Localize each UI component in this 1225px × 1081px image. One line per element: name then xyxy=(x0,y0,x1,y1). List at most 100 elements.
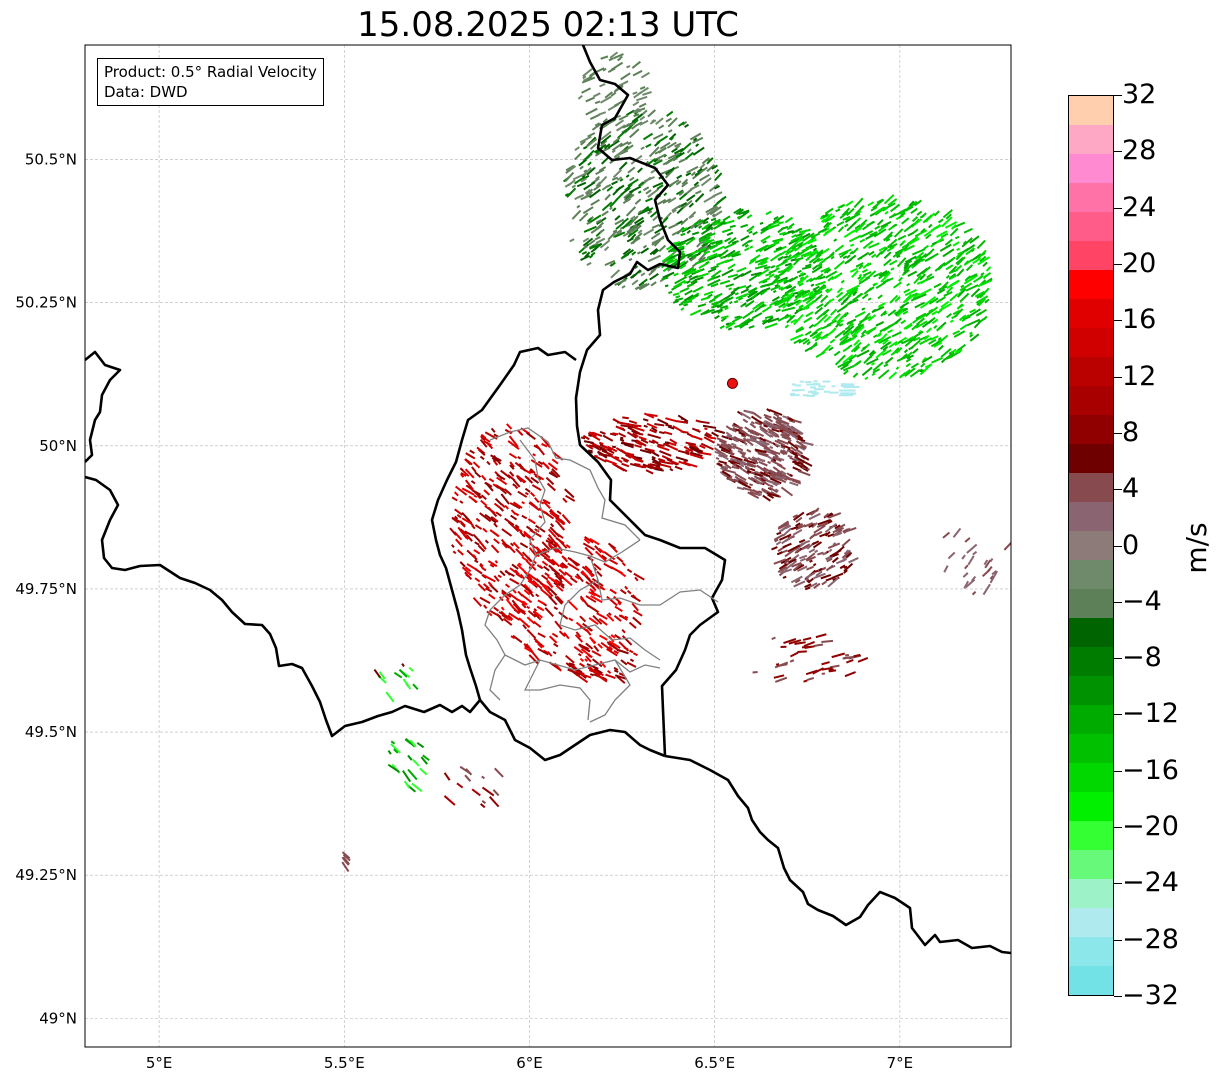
velocity-echo xyxy=(763,449,775,455)
velocity-echo xyxy=(675,180,682,186)
velocity-echo xyxy=(921,319,933,328)
velocity-echo xyxy=(701,226,714,235)
velocity-echo xyxy=(969,333,974,338)
velocity-echo xyxy=(502,617,513,626)
velocity-echo xyxy=(853,339,860,347)
velocity-echo xyxy=(798,337,808,344)
velocity-echo xyxy=(806,383,816,386)
velocity-echo xyxy=(773,533,784,541)
velocity-echo xyxy=(761,280,768,284)
velocity-echo xyxy=(558,611,569,620)
velocity-echo xyxy=(536,564,542,569)
velocity-echo xyxy=(799,460,805,464)
velocity-echo xyxy=(654,423,665,427)
velocity-echo xyxy=(952,330,961,335)
velocity-echo xyxy=(797,304,804,312)
velocity-echo xyxy=(606,448,615,455)
velocity-echo xyxy=(668,179,680,187)
colorbar-tick-label: −4 xyxy=(1122,585,1162,617)
velocity-echo xyxy=(599,453,606,458)
velocity-echo xyxy=(689,214,695,219)
velocity-echo xyxy=(484,513,497,524)
velocity-echo xyxy=(461,487,475,496)
velocity-echo xyxy=(530,476,540,484)
velocity-echo xyxy=(965,264,974,272)
colorbar-tick-label: 24 xyxy=(1122,191,1157,223)
velocity-echo xyxy=(782,542,792,549)
velocity-echo xyxy=(821,323,832,330)
velocity-echo xyxy=(647,210,653,215)
velocity-echo xyxy=(846,254,851,259)
velocity-echo xyxy=(777,663,788,668)
velocity-echo xyxy=(584,567,594,578)
velocity-echo xyxy=(887,329,894,334)
velocity-echo xyxy=(735,208,744,215)
velocity-echo xyxy=(517,590,524,597)
velocity-echo xyxy=(887,234,893,239)
velocity-echo xyxy=(342,853,351,862)
velocity-echo xyxy=(795,522,801,527)
velocity-echo xyxy=(657,443,665,447)
velocity-echo xyxy=(861,329,867,336)
velocity-echo xyxy=(549,508,560,520)
velocity-echo xyxy=(818,385,826,388)
velocity-echo xyxy=(718,454,723,458)
velocity-echo xyxy=(843,565,848,569)
velocity-echo xyxy=(787,454,793,459)
velocity-echo xyxy=(839,333,850,342)
velocity-echo xyxy=(688,443,698,449)
velocity-echo xyxy=(634,216,645,225)
lon-tick-label: 5.5°E xyxy=(324,1054,365,1072)
velocity-echo xyxy=(465,452,476,460)
velocity-echo xyxy=(466,563,478,571)
velocity-echo xyxy=(831,315,839,323)
velocity-echo xyxy=(683,268,695,275)
velocity-echo xyxy=(903,243,910,251)
velocity-echo xyxy=(600,447,607,451)
velocity-echo xyxy=(526,605,530,610)
velocity-echo xyxy=(422,754,430,762)
velocity-echo xyxy=(789,481,799,487)
velocity-echo xyxy=(640,146,645,151)
velocity-echo xyxy=(659,463,672,469)
velocity-echo xyxy=(773,674,785,679)
velocity-echo xyxy=(800,454,810,461)
velocity-echo xyxy=(634,232,643,240)
velocity-echo xyxy=(903,223,915,233)
velocity-echo xyxy=(710,304,720,309)
velocity-echo xyxy=(639,86,646,90)
velocity-echo xyxy=(537,460,544,466)
radar-site-marker[interactable] xyxy=(726,377,738,389)
velocity-echo xyxy=(511,563,519,570)
velocity-echo xyxy=(954,264,963,273)
velocity-echo xyxy=(616,556,624,563)
velocity-echo xyxy=(797,434,803,440)
velocity-echo xyxy=(510,514,518,521)
velocity-echo xyxy=(797,565,808,572)
velocity-echo xyxy=(956,343,967,352)
velocity-echo xyxy=(662,198,672,204)
velocity-echo xyxy=(584,536,594,544)
velocity-echo xyxy=(535,546,543,554)
velocity-echo xyxy=(977,249,987,260)
velocity-echo xyxy=(886,233,891,239)
velocity-echo xyxy=(858,274,867,283)
velocity-echo xyxy=(961,554,966,560)
velocity-echo xyxy=(767,317,780,324)
velocity-echo xyxy=(614,218,625,226)
velocity-echo xyxy=(630,594,641,603)
velocity-echo xyxy=(787,544,801,553)
velocity-echo xyxy=(667,425,675,430)
velocity-echo xyxy=(574,634,584,643)
velocity-echo xyxy=(600,55,609,60)
velocity-echo xyxy=(710,217,717,222)
velocity-echo xyxy=(649,119,657,125)
velocity-echo xyxy=(903,259,912,268)
velocity-echo xyxy=(687,283,694,288)
velocity-echo xyxy=(625,453,632,459)
velocity-echo xyxy=(878,302,886,308)
velocity-echo xyxy=(919,337,933,346)
velocity-echo xyxy=(910,362,920,369)
velocity-echo xyxy=(779,450,786,456)
